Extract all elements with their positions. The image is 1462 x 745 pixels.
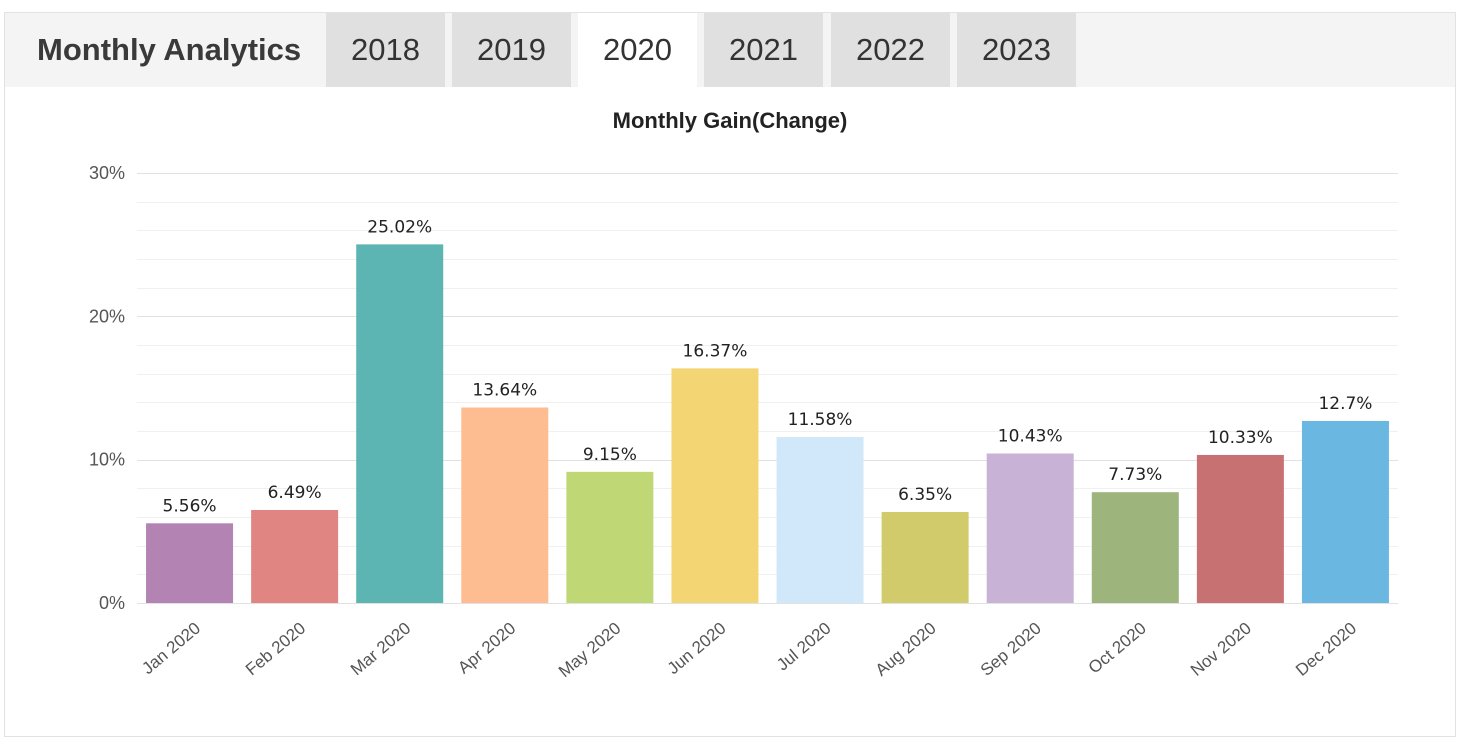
- tab-2019[interactable]: 2019: [452, 13, 571, 87]
- bar-value-label: 12.7%: [1318, 394, 1372, 414]
- y-tick-label: 30%: [89, 163, 125, 183]
- bar[interactable]: [146, 523, 234, 603]
- x-tick-label: Sep 2020: [977, 619, 1045, 680]
- bar[interactable]: [986, 453, 1074, 603]
- x-tick-label: May 2020: [555, 619, 624, 682]
- tab-2018[interactable]: 2018: [326, 13, 445, 87]
- bar-labels: 5.56% 6.49% 25.02% 13.64% 9.15% 16.37% 11.58% 6…: [163, 217, 1373, 516]
- x-tick-label: Apr 2020: [454, 619, 519, 678]
- bar[interactable]: [671, 368, 759, 603]
- tab-2021[interactable]: 2021: [704, 13, 823, 87]
- x-tick-label: Mar 2020: [347, 619, 414, 680]
- bar[interactable]: [1196, 454, 1284, 603]
- bar[interactable]: [1091, 492, 1179, 603]
- bar-value-label: 11.58%: [788, 410, 853, 430]
- bar-value-label: 9.15%: [583, 445, 637, 465]
- x-tick-label: Aug 2020: [872, 619, 940, 680]
- bar[interactable]: [461, 407, 549, 603]
- bar-value-label: 16.37%: [683, 341, 748, 361]
- tab-2022[interactable]: 2022: [831, 13, 950, 87]
- bar-value-label: 6.35%: [898, 485, 952, 505]
- widget-title: Monthly Analytics: [37, 32, 302, 67]
- y-axis: 0% 10% 20% 30%: [89, 163, 125, 613]
- bar-value-label: 6.49%: [268, 483, 322, 503]
- bar[interactable]: [1301, 420, 1389, 603]
- chart-title: Monthly Gain(Change): [613, 108, 848, 133]
- bar[interactable]: [881, 511, 969, 603]
- tab-2020[interactable]: 2020: [578, 13, 697, 87]
- bar-value-label: 25.02%: [367, 217, 432, 237]
- x-tick-label: Dec 2020: [1292, 619, 1360, 680]
- bar[interactable]: [566, 471, 654, 603]
- bar-value-label: 7.73%: [1108, 465, 1162, 485]
- y-tick-label: 0%: [99, 593, 125, 613]
- bar-value-label: 13.64%: [472, 380, 537, 400]
- x-tick-label: Oct 2020: [1085, 619, 1150, 678]
- bar-value-label: 10.43%: [998, 427, 1063, 447]
- bar[interactable]: [251, 509, 339, 603]
- y-tick-label: 20%: [89, 306, 125, 326]
- x-tick-label: Feb 2020: [242, 619, 309, 680]
- tab-2023[interactable]: 2023: [957, 13, 1076, 87]
- x-tick-label: Jun 2020: [664, 619, 730, 679]
- widget-header: Monthly Analytics 2018 2019 2020 2021 20…: [5, 13, 1455, 87]
- bar-value-label: 5.56%: [163, 496, 217, 516]
- bar[interactable]: [776, 437, 864, 603]
- y-tick-label: 10%: [89, 450, 125, 470]
- x-axis: Jan 2020 Feb 2020 Mar 2020 Apr 2020 May 2020…: [138, 619, 1360, 682]
- x-tick-label: Jul 2020: [773, 619, 834, 675]
- bar[interactable]: [356, 244, 444, 603]
- bar-value-label: 10.33%: [1208, 428, 1273, 448]
- x-tick-label: Jan 2020: [138, 619, 204, 679]
- chart-grid: [137, 173, 1398, 604]
- x-tick-label: Nov 2020: [1187, 619, 1255, 680]
- chart-bars: [146, 244, 1389, 603]
